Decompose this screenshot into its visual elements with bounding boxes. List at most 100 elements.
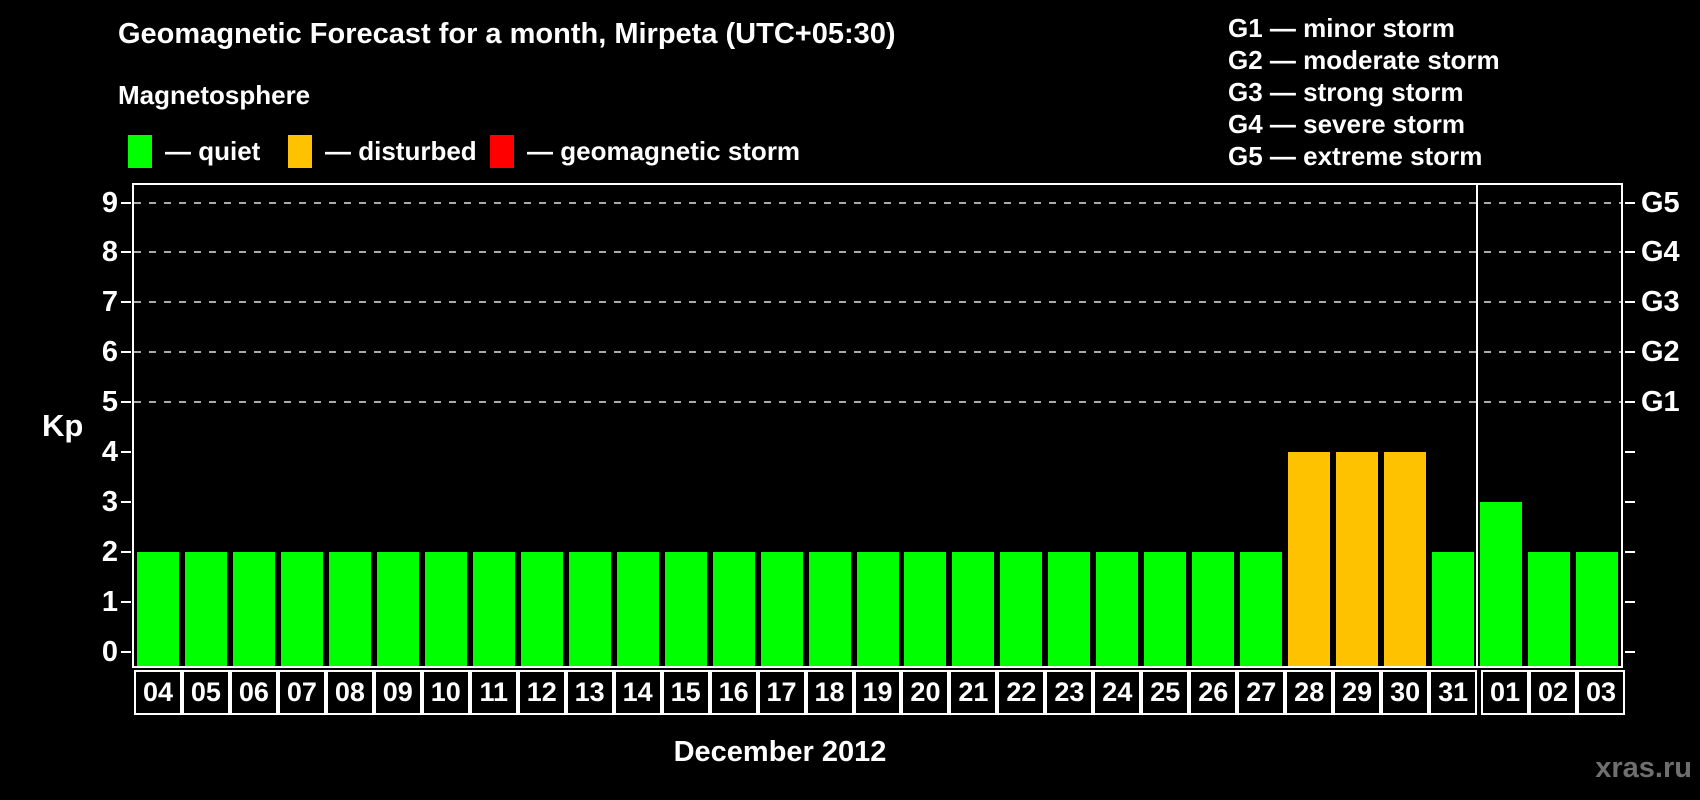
y-tick-label-3: 3 [101, 485, 118, 518]
g4-legend-line: G4 — severe storm [1228, 109, 1466, 139]
right-axis-tick-5 [1625, 401, 1635, 404]
y-tick-label-7: 7 [101, 286, 118, 319]
y-axis-tick-0 [121, 650, 131, 653]
day-label-09: 09 [373, 670, 422, 715]
y-tick-label-2: 2 [101, 535, 118, 568]
kp-bar-day-12 [520, 551, 563, 666]
right-axis-tick-1 [1625, 600, 1635, 603]
y-tick-label-6: 6 [101, 336, 118, 369]
kp-bar-day-23 [1048, 551, 1091, 666]
y-tick-label-9: 9 [101, 186, 118, 219]
day-label-07: 07 [277, 670, 326, 715]
kp-bar-day-10 [424, 551, 467, 666]
day-label-24: 24 [1093, 670, 1142, 715]
day-label-23: 23 [1045, 670, 1094, 715]
kp-bar-day-26 [1192, 551, 1235, 666]
g-scale-legend: G1 — minor storm G2 — moderate storm G3 … [1228, 12, 1500, 172]
quiet-swatch [128, 134, 152, 168]
day-label-02: 02 [1529, 670, 1578, 715]
day-label-20: 20 [901, 670, 950, 715]
day-label-17: 17 [757, 670, 806, 715]
kp-bar-day-04 [136, 551, 179, 666]
day-label-08: 08 [325, 670, 374, 715]
kp-bar-day-01 [1480, 501, 1523, 666]
y-axis-tick-1 [121, 600, 131, 603]
day-label-12: 12 [517, 670, 566, 715]
g1-legend-line: G1 — minor storm [1228, 13, 1455, 43]
gridline-kp-8 [134, 251, 1621, 254]
kp-bar-day-18 [808, 551, 851, 666]
day-label-31: 31 [1429, 670, 1478, 715]
day-label-04: 04 [134, 670, 182, 715]
kp-bar-day-28 [1288, 451, 1331, 666]
disturbed-swatch [288, 134, 312, 168]
right-axis-tick-3 [1625, 500, 1635, 503]
gridline-kp-6 [134, 351, 1621, 354]
y-axis-tick-5 [121, 401, 131, 404]
y-axis-tick-3 [121, 500, 131, 503]
day-label-10: 10 [421, 670, 470, 715]
chart-title: Geomagnetic Forecast for a month, Mirpet… [118, 18, 896, 50]
kp-bar-day-19 [856, 551, 899, 666]
kp-bar-day-16 [712, 551, 755, 666]
gridline-kp-7 [134, 301, 1621, 304]
g-tick-label-g2: G2 [1641, 336, 1680, 369]
kp-bar-day-31 [1432, 551, 1475, 666]
day-label-13: 13 [565, 670, 614, 715]
kp-bar-day-13 [568, 551, 611, 666]
y-axis-tick-7 [121, 301, 131, 304]
kp-bar-day-24 [1096, 551, 1139, 666]
kp-bar-day-22 [1000, 551, 1043, 666]
g-tick-label-g5: G5 [1641, 186, 1680, 219]
geomagnetic-storm-label: — geomagnetic storm [527, 135, 801, 166]
day-label-14: 14 [613, 670, 662, 715]
day-label-26: 26 [1189, 670, 1238, 715]
legend-item-quiet: — quiet [128, 134, 260, 168]
day-label-29: 29 [1333, 670, 1382, 715]
day-label-15: 15 [661, 670, 710, 715]
month-separator-line [1476, 185, 1479, 666]
kp-bar-day-05 [184, 551, 227, 666]
g3-legend-line: G3 — strong storm [1228, 77, 1464, 107]
kp-bar-day-08 [328, 551, 371, 666]
y-tick-label-5: 5 [101, 386, 118, 419]
g-tick-label-g1: G1 [1641, 386, 1680, 419]
day-label-16: 16 [709, 670, 758, 715]
y-axis-title: Kp [42, 408, 84, 443]
day-label-01: 01 [1481, 670, 1530, 715]
right-axis-tick-7 [1625, 301, 1635, 304]
g-tick-label-g4: G4 [1641, 236, 1680, 269]
day-label-11: 11 [469, 670, 518, 715]
y-axis-tick-6 [121, 351, 131, 354]
kp-bar-day-27 [1240, 551, 1283, 666]
watermark: xras.ru [1595, 752, 1692, 784]
y-axis-tick-2 [121, 550, 131, 553]
g-tick-label-g3: G3 [1641, 286, 1680, 319]
right-axis-tick-9 [1625, 201, 1635, 204]
day-label-18: 18 [805, 670, 854, 715]
y-tick-label-0: 0 [101, 635, 118, 668]
legend-item-disturbed: — disturbed [288, 134, 477, 168]
kp-bar-day-21 [952, 551, 995, 666]
magnetosphere-label: Magnetosphere [118, 80, 311, 110]
gridline-kp-9 [134, 201, 1621, 204]
kp-bar-day-15 [664, 551, 707, 666]
kp-bar-day-06 [232, 551, 275, 666]
g2-legend-line: G2 — moderate storm [1228, 45, 1500, 75]
kp-bar-day-09 [376, 551, 419, 666]
y-axis-tick-9 [121, 201, 131, 204]
kp-bar-day-29 [1336, 451, 1379, 666]
day-label-25: 25 [1141, 670, 1190, 715]
y-tick-label-4: 4 [101, 435, 118, 468]
day-label-19: 19 [853, 670, 902, 715]
right-axis-tick-6 [1625, 351, 1635, 354]
kp-bar-day-30 [1384, 451, 1427, 666]
day-label-03: 03 [1577, 670, 1625, 715]
day-label-30: 30 [1381, 670, 1430, 715]
kp-bar-day-25 [1144, 551, 1187, 666]
kp-bar-day-02 [1528, 551, 1571, 666]
y-axis-tick-8 [121, 251, 131, 254]
month-label: December 2012 [673, 736, 887, 768]
y-tick-label-1: 1 [101, 585, 118, 618]
